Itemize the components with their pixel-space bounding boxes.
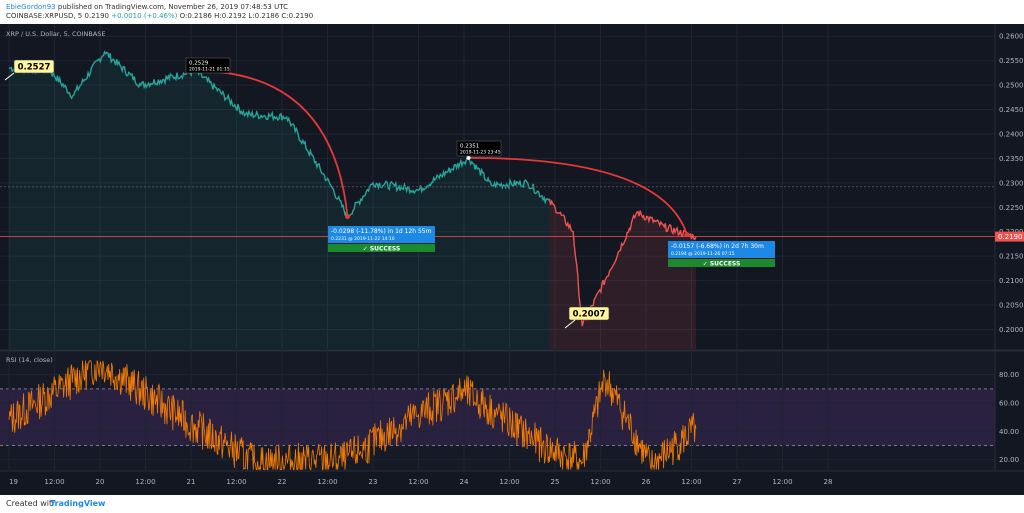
price-tick-label: 0.2400 bbox=[999, 130, 1024, 138]
peak-label-2-value: 0.2351 bbox=[460, 144, 479, 150]
chart-canvas[interactable]: 0.2600 0.2550 0.2500 0.2450 0.2400 0.2350 0.23… bbox=[0, 24, 1024, 495]
decline-arc-2-end bbox=[684, 232, 690, 238]
time-tick-label: 12:00 bbox=[317, 478, 337, 486]
author-link[interactable]: EbieGordon93 bbox=[6, 3, 56, 11]
time-tick-label: 25 bbox=[551, 478, 560, 486]
result-label-2-box bbox=[668, 241, 775, 258]
peak-label-1-value: 0.2529 bbox=[189, 61, 209, 67]
time-tick-label: 12:00 bbox=[226, 478, 246, 486]
time-tick-label: 23 bbox=[369, 478, 378, 486]
low-bubble-pointer bbox=[564, 319, 576, 329]
price-tick-label: 0.2050 bbox=[999, 302, 1024, 310]
low-price-bubble-box bbox=[568, 306, 610, 321]
rsi-tick-label: 80.00 bbox=[999, 371, 1019, 379]
peak-label-1-box bbox=[185, 57, 231, 74]
decline-arc-1 bbox=[195, 70, 349, 217]
result-label-1-badge-text: ✓ SUCCESS bbox=[363, 246, 401, 253]
time-tick-label: 19 bbox=[9, 478, 18, 486]
last-price: 0.2190 bbox=[84, 12, 110, 20]
created-with-text: Created with bbox=[6, 499, 58, 508]
time-tick-label: 26 bbox=[642, 478, 651, 486]
rsi-band-fill bbox=[0, 388, 995, 446]
time-tick-label: 28 bbox=[824, 478, 833, 486]
chart-header: EbieGordon93 published on TradingView.co… bbox=[0, 0, 1024, 24]
decline-arc-1-end bbox=[345, 214, 351, 220]
time-tick-label: 12:00 bbox=[135, 478, 155, 486]
symbol-label: COINBASE:XRPUSD, 5 bbox=[6, 12, 83, 20]
current-price-text: 0.2190 bbox=[998, 233, 1023, 241]
peak-label-2-box bbox=[456, 140, 502, 157]
low-price-bubble: 0.2007 bbox=[573, 310, 606, 320]
peak-label-2-date: 2019-11-23 23:45 bbox=[460, 150, 501, 156]
time-tick-label: 27 bbox=[733, 478, 742, 486]
price-tick-label: 0.2600 bbox=[999, 33, 1024, 41]
current-price-tag bbox=[995, 231, 1024, 242]
price-change: +0.0010 (+0.46%) bbox=[111, 12, 178, 20]
footer: Created with TradingView bbox=[0, 495, 1024, 513]
result-label-2-badge-text: ✓ SUCCESS bbox=[703, 261, 741, 268]
price-area-up bbox=[9, 51, 550, 350]
price-tick-label: 0.2350 bbox=[999, 155, 1024, 163]
high-price-bubble-box bbox=[13, 59, 55, 74]
rsi-tick-label: 60.00 bbox=[999, 400, 1019, 408]
time-tick-label: 12:00 bbox=[772, 478, 792, 486]
price-tick-label: 0.2300 bbox=[999, 179, 1024, 187]
result-label-2-target: 0.2194 @ 2019-11-26 07:15 bbox=[671, 251, 735, 257]
price-tick-label: 0.2150 bbox=[999, 253, 1024, 261]
result-label-2-badge bbox=[668, 259, 775, 267]
time-tick-label: 20 bbox=[96, 478, 105, 486]
result-label-1-box bbox=[328, 226, 435, 243]
decline-arc-2 bbox=[468, 157, 688, 235]
price-line-up bbox=[8, 50, 550, 218]
ohlc-values: O:0.2186 H:0.2192 L:0.2186 C:0.2190 bbox=[179, 12, 314, 20]
price-tick-label: 0.2000 bbox=[999, 326, 1024, 334]
high-bubble-pointer bbox=[4, 72, 15, 81]
publish-line: EbieGordon93 published on TradingView.co… bbox=[6, 3, 288, 11]
time-tick-label: 12:00 bbox=[499, 478, 519, 486]
result-label-1-target: 0.2231 @ 2019-11-22 14:10 bbox=[331, 236, 395, 242]
time-tick-label: 12:00 bbox=[681, 478, 701, 486]
rsi-tick-label: 40.00 bbox=[999, 428, 1019, 436]
peak-label-1-date: 2019-11-21 01:15 bbox=[189, 67, 230, 73]
result-label-1-badge bbox=[328, 244, 435, 252]
time-tick-label: 22 bbox=[278, 478, 287, 486]
time-tick-label: 12:00 bbox=[44, 478, 64, 486]
price-tick-label: 0.2100 bbox=[999, 277, 1024, 285]
price-tick-label: 0.2250 bbox=[999, 204, 1024, 212]
rsi-tick-label: 20.00 bbox=[999, 456, 1019, 464]
price-tick-label: 0.2550 bbox=[999, 57, 1024, 65]
time-tick-label: 12:00 bbox=[408, 478, 428, 486]
price-pane-title: XRP / U.S. Dollar, 5, COINBASE bbox=[6, 30, 106, 38]
publish-info: published on TradingView.com, November 2… bbox=[57, 3, 288, 11]
time-tick-label: 12:00 bbox=[590, 478, 610, 486]
result-label-1-change: -0.0298 (-11.78%) in 1d 12h 55m bbox=[331, 228, 432, 235]
price-tick-label: 0.2450 bbox=[999, 106, 1024, 114]
time-tick-label: 21 bbox=[187, 478, 196, 486]
rsi-pane-title: RSI (14, close) bbox=[6, 356, 53, 364]
symbol-line: COINBASE:XRPUSD, 5 0.2190 +0.0010 (+0.46… bbox=[6, 12, 313, 20]
result-label-2-change: -0.0157 (-6.68%) in 2d 7h 30m bbox=[671, 243, 764, 250]
rsi-line bbox=[8, 360, 697, 471]
high-price-bubble: 0.2527 bbox=[18, 63, 51, 73]
tradingview-logo[interactable]: TradingView bbox=[50, 499, 106, 508]
time-tick-label: 24 bbox=[460, 478, 469, 486]
price-tick-label: 0.2500 bbox=[999, 82, 1024, 90]
decline-arc-2-start bbox=[466, 155, 471, 160]
